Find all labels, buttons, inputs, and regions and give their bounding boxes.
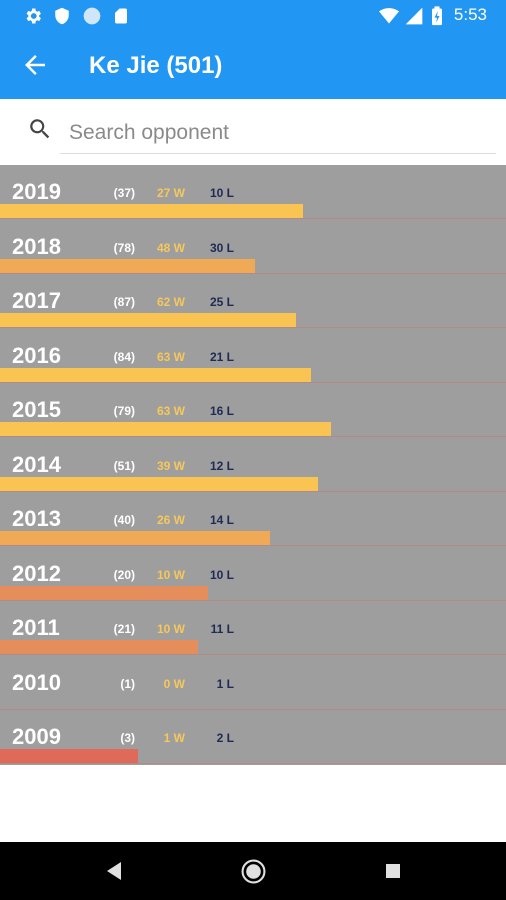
- year-row[interactable]: 2019 (37) 27 W 10 L: [0, 165, 506, 219]
- search-input[interactable]: [60, 112, 496, 154]
- year-row[interactable]: 2014 (51) 39 W 12 L: [0, 438, 506, 492]
- wins-label: 63 W: [156, 350, 185, 364]
- year-label: 2014: [12, 452, 61, 477]
- empty-area: [0, 765, 506, 842]
- gear-icon: [26, 8, 41, 24]
- win-ratio-bar: [0, 749, 139, 763]
- year-row[interactable]: 2013 (40) 26 W 14 L: [0, 492, 506, 546]
- sd-card-icon: [115, 8, 127, 24]
- wins-label: 48 W: [156, 241, 185, 255]
- games-total-label: (51): [113, 459, 135, 473]
- losses-label: 30 L: [209, 241, 234, 255]
- losses-label: 11 L: [210, 622, 234, 636]
- games-total-label: (84): [113, 350, 135, 364]
- win-ratio-bar: [0, 422, 331, 436]
- games-total-label: (20): [113, 568, 135, 582]
- wins-label: 26 W: [156, 513, 185, 527]
- circle-icon: [83, 7, 101, 25]
- recents-square-icon[interactable]: [382, 859, 404, 883]
- year-label: 2011: [12, 615, 60, 640]
- win-ratio-bar: [0, 368, 312, 382]
- games-total-label: (87): [113, 295, 135, 309]
- losses-label: 21 L: [209, 350, 234, 364]
- back-triangle-icon[interactable]: [103, 859, 125, 883]
- losses-label: 2 L: [216, 731, 234, 745]
- year-row[interactable]: 2010 (1) 0 W 1 L: [0, 656, 506, 710]
- status-bar: 5:53: [0, 0, 506, 31]
- wins-label: 1 W: [163, 731, 185, 745]
- win-ratio-bar: [0, 477, 318, 491]
- app-bar: Ke Jie (501): [0, 31, 506, 99]
- losses-label: 25 L: [209, 295, 234, 309]
- navigation-bar: [0, 842, 506, 900]
- win-ratio-bar: [0, 259, 256, 273]
- games-total-label: (21): [113, 622, 135, 636]
- losses-label: 10 L: [209, 568, 234, 582]
- signal-icon: [405, 7, 423, 25]
- win-ratio-bar: [0, 313, 296, 327]
- losses-label: 10 L: [209, 186, 234, 200]
- games-total-label: (79): [113, 404, 135, 418]
- shield-icon: [55, 7, 69, 25]
- games-total-label: (37): [113, 186, 135, 200]
- win-ratio-bar: [0, 204, 303, 218]
- year-row[interactable]: 2009 (3) 1 W 2 L: [0, 710, 506, 764]
- year-label: 2018: [12, 234, 61, 259]
- wins-label: 10 W: [156, 622, 185, 636]
- year-label: 2015: [12, 397, 61, 422]
- win-ratio-bar: [0, 531, 270, 545]
- status-time: 5:53: [453, 5, 487, 24]
- search-bar: [0, 99, 506, 165]
- year-row[interactable]: 2016 (84) 63 W 21 L: [0, 329, 506, 383]
- losses-label: 14 L: [209, 513, 234, 527]
- games-total-label: (78): [113, 241, 135, 255]
- year-label: 2016: [12, 343, 61, 368]
- year-row[interactable]: 2015 (79) 63 W 16 L: [0, 383, 506, 437]
- year-row[interactable]: 2018 (78) 48 W 30 L: [0, 220, 506, 274]
- page-title: Ke Jie (501): [89, 52, 223, 79]
- home-circle-icon[interactable]: [241, 859, 266, 884]
- losses-label: 16 L: [209, 404, 234, 418]
- year-label: 2017: [12, 288, 61, 313]
- wins-label: 39 W: [156, 459, 185, 473]
- games-total-label: (40): [113, 513, 135, 527]
- year-label: 2013: [12, 506, 61, 531]
- wifi-icon: [379, 8, 399, 24]
- win-ratio-bar: [0, 586, 208, 600]
- year-label: 2009: [12, 724, 61, 749]
- year-label: 2019: [12, 179, 61, 204]
- arrow-left-icon[interactable]: [20, 50, 50, 80]
- year-row[interactable]: 2012 (20) 10 W 10 L: [0, 547, 506, 601]
- wins-label: 27 W: [156, 186, 185, 200]
- win-ratio-bar: [0, 640, 198, 654]
- wins-label: 10 W: [156, 568, 185, 582]
- battery-icon: [432, 6, 442, 26]
- search-icon[interactable]: [27, 116, 53, 142]
- year-row[interactable]: 2017 (87) 62 W 25 L: [0, 274, 506, 328]
- wins-label: 62 W: [156, 295, 185, 309]
- wins-label: 0 W: [163, 677, 185, 691]
- yearly-record-chart: 2019 (37) 27 W 10 L 2018 (78) 48 W 30 L 2017 (87)…: [0, 165, 506, 765]
- year-label: 2012: [12, 561, 61, 586]
- losses-label: 12 L: [209, 459, 234, 473]
- year-row[interactable]: 2011 (21) 10 W 11 L: [0, 601, 506, 655]
- games-total-label: (3): [120, 731, 135, 745]
- losses-label: 1 L: [216, 677, 234, 691]
- wins-label: 63 W: [156, 404, 185, 418]
- year-label: 2010: [12, 670, 61, 695]
- games-total-label: (1): [120, 677, 135, 691]
